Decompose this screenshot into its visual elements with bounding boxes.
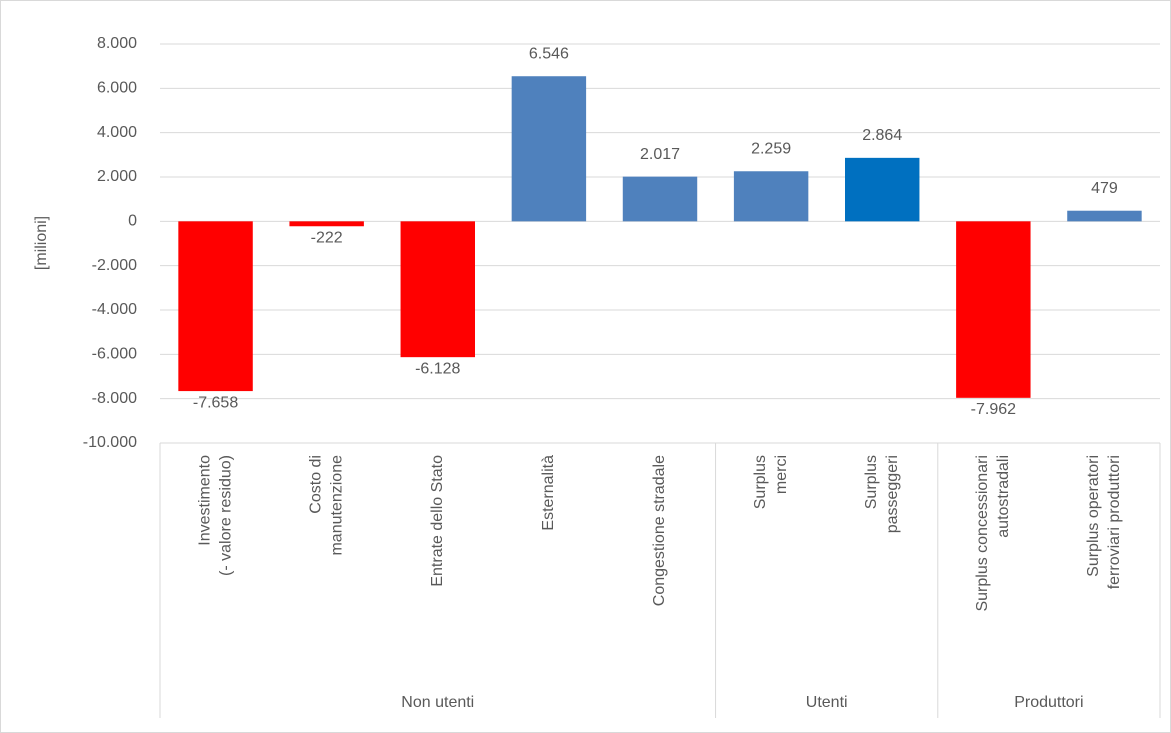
y-axis-label: [milioni] bbox=[33, 216, 50, 270]
group-label: Produttori bbox=[1014, 694, 1083, 711]
bar bbox=[956, 221, 1031, 398]
y-tick-label: 8.000 bbox=[97, 35, 137, 52]
x-tick-label: manutenzione bbox=[328, 455, 345, 556]
bar bbox=[845, 157, 920, 222]
value-label: 6.546 bbox=[529, 45, 569, 62]
value-label: 2.259 bbox=[751, 140, 791, 157]
x-tick-label: passeggeri bbox=[884, 455, 901, 533]
x-tick-label: Esternalità bbox=[540, 455, 557, 531]
y-tick-label: -4.000 bbox=[92, 301, 137, 318]
bar bbox=[400, 221, 475, 358]
group-label: Non utenti bbox=[401, 694, 474, 711]
value-label: 479 bbox=[1091, 180, 1118, 197]
bar bbox=[511, 76, 587, 222]
bar bbox=[289, 221, 364, 227]
x-tick-label: Surplus bbox=[863, 455, 880, 509]
bar bbox=[1067, 210, 1142, 222]
value-label: 2.017 bbox=[640, 146, 680, 163]
y-tick-label: -6.000 bbox=[92, 346, 137, 363]
x-tick-label: Entrate dello Stato bbox=[429, 455, 446, 587]
x-tick-label: autostradali bbox=[995, 455, 1012, 538]
y-tick-label: 0 bbox=[128, 213, 137, 230]
y-tick-label: -2.000 bbox=[92, 257, 137, 274]
value-label: 2.864 bbox=[862, 127, 902, 144]
bar bbox=[622, 176, 698, 222]
bar bbox=[733, 171, 809, 222]
x-tick-label: Costo di bbox=[307, 455, 324, 514]
value-label: -6.128 bbox=[415, 360, 460, 377]
x-tick-label: merci bbox=[773, 455, 790, 494]
group-label: Utenti bbox=[806, 694, 848, 711]
y-tick-label: -8.000 bbox=[92, 390, 137, 407]
x-tick-label: Investimento bbox=[196, 455, 213, 546]
x-tick-label: Congestione stradale bbox=[651, 455, 668, 606]
bar bbox=[178, 221, 253, 392]
y-tick-label: 6.000 bbox=[97, 80, 137, 97]
x-tick-label: Surplus bbox=[752, 455, 769, 509]
value-label: -7.962 bbox=[971, 401, 1016, 418]
y-tick-label: 4.000 bbox=[97, 124, 137, 141]
x-tick-label: (- valore residuo) bbox=[217, 455, 234, 576]
x-tick-label: Surplus concessionari bbox=[974, 455, 991, 612]
y-tick-label: 2.000 bbox=[97, 168, 137, 185]
x-tick-label: ferroviari produttori bbox=[1106, 455, 1123, 589]
value-label: -7.658 bbox=[193, 394, 238, 411]
value-label: -222 bbox=[311, 229, 343, 246]
y-tick-label: -10.000 bbox=[83, 434, 137, 451]
x-tick-label: Surplus operatori bbox=[1085, 455, 1102, 577]
